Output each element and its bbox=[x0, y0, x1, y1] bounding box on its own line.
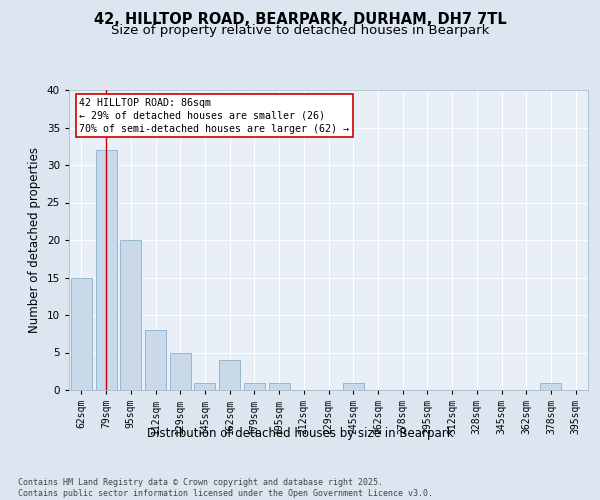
Text: Size of property relative to detached houses in Bearpark: Size of property relative to detached ho… bbox=[111, 24, 489, 37]
Bar bbox=[145, 330, 166, 390]
Bar bbox=[95, 150, 116, 390]
Bar bbox=[71, 278, 92, 390]
Bar bbox=[219, 360, 240, 390]
Y-axis label: Number of detached properties: Number of detached properties bbox=[28, 147, 41, 333]
Bar bbox=[120, 240, 141, 390]
Bar bbox=[244, 382, 265, 390]
Bar bbox=[194, 382, 215, 390]
Bar bbox=[541, 382, 562, 390]
Bar bbox=[269, 382, 290, 390]
Text: 42, HILLTOP ROAD, BEARPARK, DURHAM, DH7 7TL: 42, HILLTOP ROAD, BEARPARK, DURHAM, DH7 … bbox=[94, 12, 506, 28]
Text: Distribution of detached houses by size in Bearpark: Distribution of detached houses by size … bbox=[146, 428, 454, 440]
Text: 42 HILLTOP ROAD: 86sqm
← 29% of detached houses are smaller (26)
70% of semi-det: 42 HILLTOP ROAD: 86sqm ← 29% of detached… bbox=[79, 98, 349, 134]
Bar bbox=[170, 352, 191, 390]
Bar bbox=[343, 382, 364, 390]
Text: Contains HM Land Registry data © Crown copyright and database right 2025.
Contai: Contains HM Land Registry data © Crown c… bbox=[18, 478, 433, 498]
